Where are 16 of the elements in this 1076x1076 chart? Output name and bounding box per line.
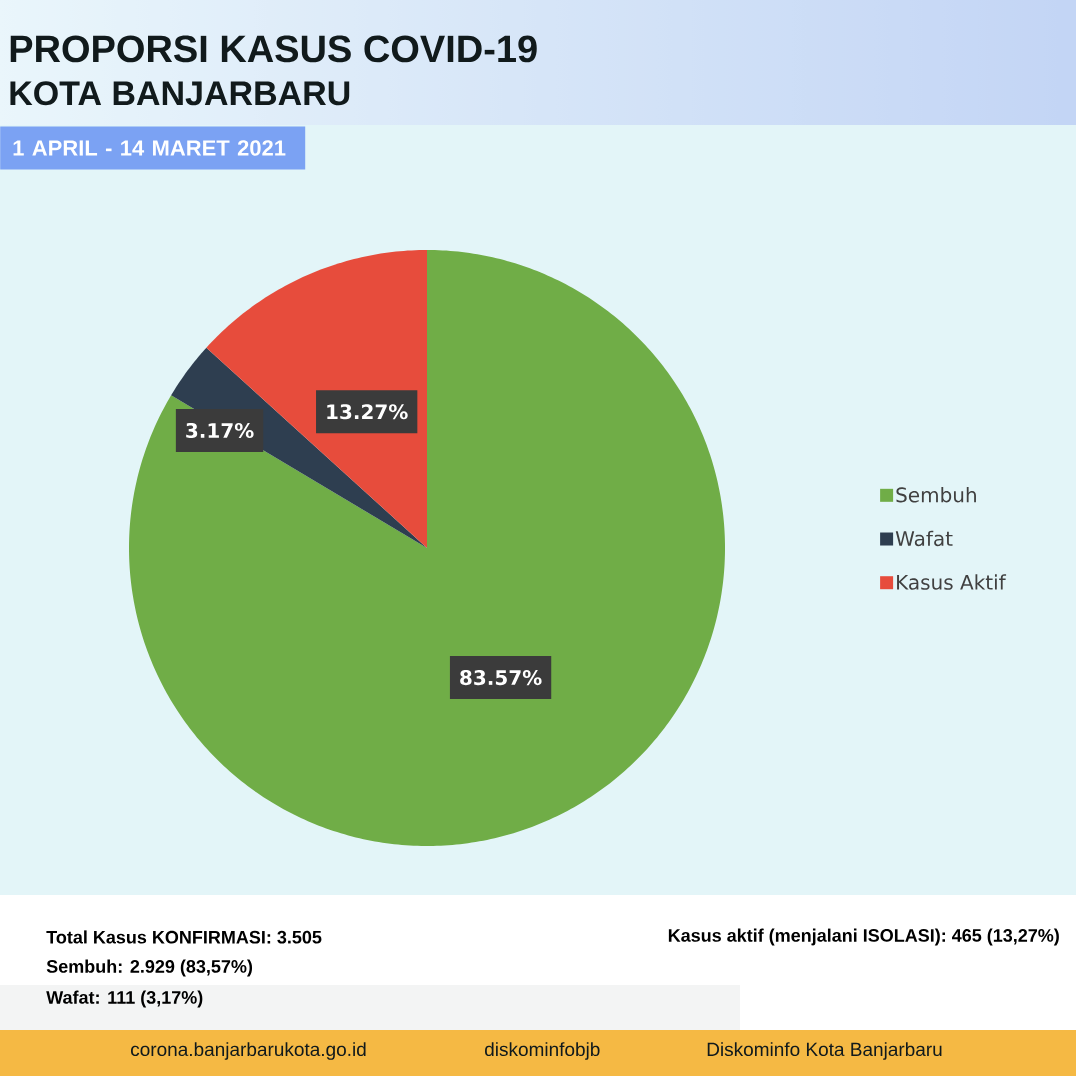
- text: 1 APRIL - 14 MARET 2021: [13, 140, 286, 156]
- chart-title: PROPORSI KASUS COVID-19: [10, 35, 537, 63]
- text: Total Kasus KONFIRMASI: 3.505: [46, 930, 322, 944]
- data-label: 83.57%: [460, 670, 542, 686]
- data-label: 13.27%: [327, 404, 408, 420]
- data-label: 3.17%: [186, 422, 254, 439]
- text: Sembuh: 2.929 (83,57%): [46, 959, 253, 977]
- legend-label: Kasus Aktif: [897, 574, 1007, 590]
- text: diskominfobjb: [485, 1042, 600, 1060]
- text: Kasus aktif (menjalani ISOLASI): 465 (13,27%): [668, 928, 1059, 946]
- legend-label: Wafat: [895, 530, 953, 547]
- text: Wafat: 111 (3,17%): [46, 990, 203, 1008]
- text: corona.banjarbarukota.go.id: [131, 1042, 366, 1060]
- text: Diskominfo Kota Banjarbaru: [707, 1042, 942, 1060]
- chart-subtitle: KOTA BANJARBARU: [10, 81, 350, 106]
- legend-label: Sembuh: [896, 486, 976, 503]
